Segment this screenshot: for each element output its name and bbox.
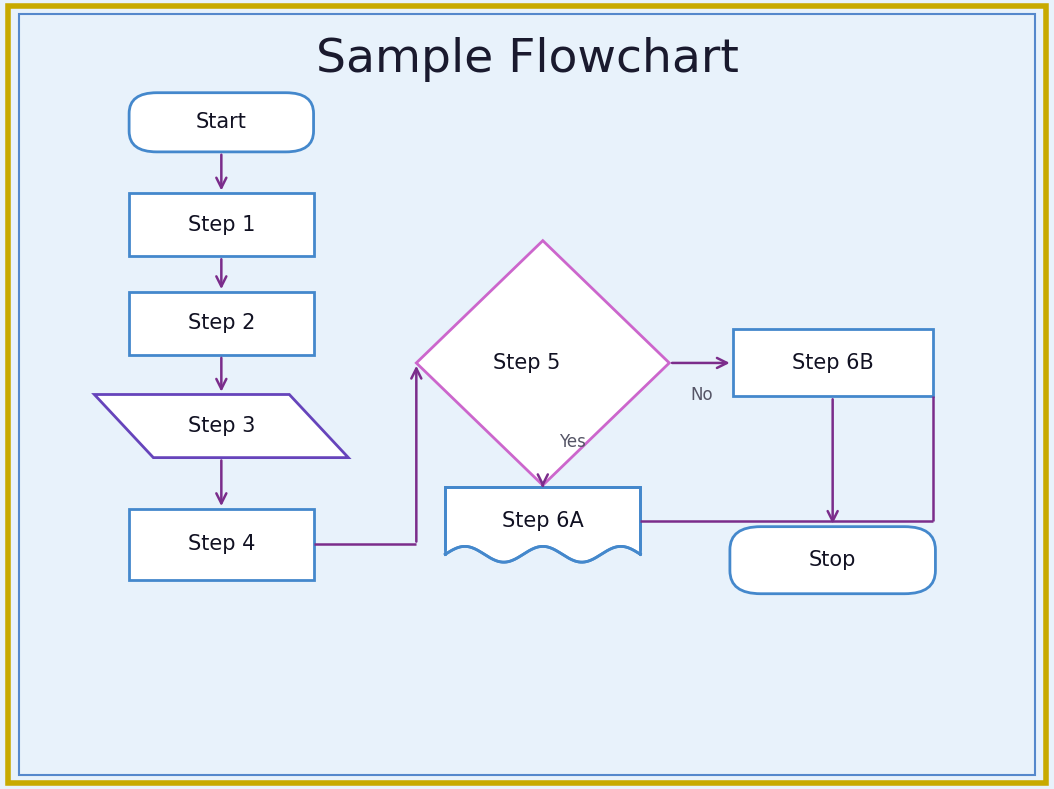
FancyBboxPatch shape <box>130 93 314 152</box>
Bar <box>733 330 933 396</box>
Text: Step 1: Step 1 <box>188 215 255 235</box>
Text: Step 5: Step 5 <box>493 353 561 373</box>
Polygon shape <box>416 241 669 485</box>
Bar <box>130 509 314 580</box>
Text: Stop: Stop <box>809 550 856 570</box>
Text: No: No <box>690 386 713 403</box>
Text: Step 6B: Step 6B <box>792 353 874 373</box>
Text: Start: Start <box>196 112 247 133</box>
Text: Step 6A: Step 6A <box>502 510 584 531</box>
Text: Sample Flowchart: Sample Flowchart <box>315 36 739 82</box>
Text: Step 3: Step 3 <box>188 416 255 436</box>
Bar <box>130 292 314 355</box>
Text: Step 2: Step 2 <box>188 313 255 334</box>
FancyBboxPatch shape <box>729 527 936 594</box>
Text: Yes: Yes <box>559 433 585 451</box>
Polygon shape <box>445 487 640 562</box>
Polygon shape <box>95 394 348 458</box>
Text: Step 4: Step 4 <box>188 534 255 555</box>
Bar <box>130 193 314 256</box>
